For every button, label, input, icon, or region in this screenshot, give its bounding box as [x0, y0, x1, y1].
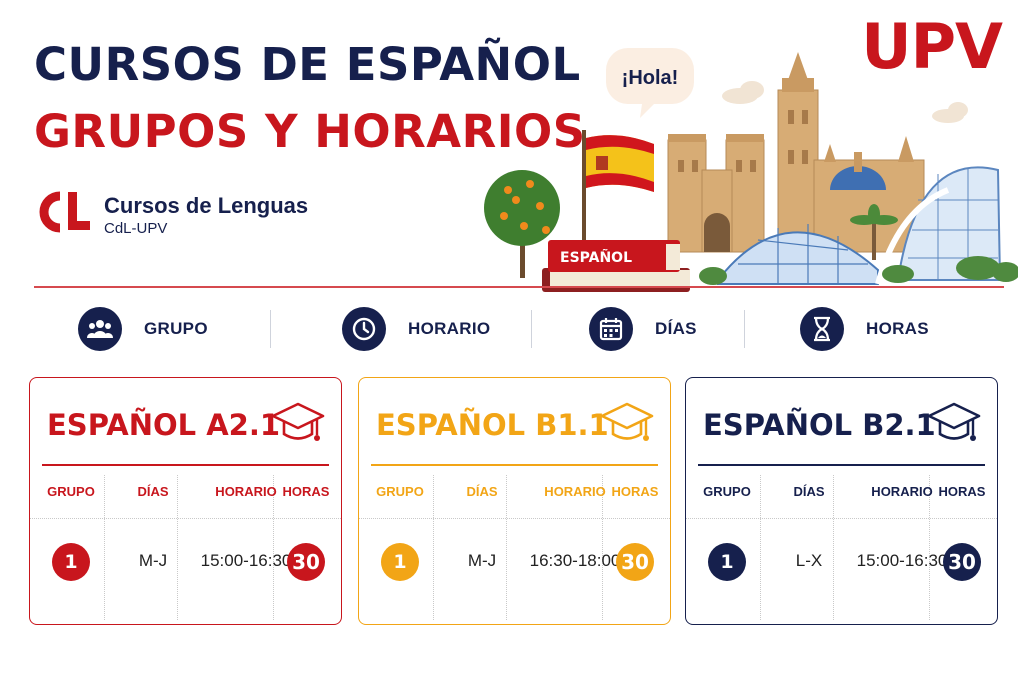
- column-header-grupo: GRUPO: [703, 484, 751, 499]
- column-separator: [273, 475, 274, 620]
- schedule-value: 15:00-16:30: [200, 551, 292, 570]
- column-header-dias: DÍAS: [466, 484, 498, 499]
- course-title: ESPAÑOL B1.1: [376, 408, 609, 442]
- column-header-horario: HORARIO: [544, 484, 606, 499]
- course-title: ESPAÑOL A2.1: [47, 408, 281, 442]
- legend-item-dias: DÍAS: [589, 305, 697, 353]
- legend-label: HORARIO: [408, 319, 491, 338]
- column-header-horas: HORAS: [282, 484, 330, 499]
- days-value: L-X: [795, 551, 823, 570]
- column-header-horas: HORAS: [938, 484, 986, 499]
- card-divider: [42, 464, 329, 466]
- course-card-b2: ESPAÑOL B2.1 GRUPO DÍAS HORARIO HORAS 1 L-X 15…: [685, 377, 998, 625]
- column-header-dias: DÍAS: [137, 484, 169, 499]
- graduation-cap-icon: [271, 402, 325, 441]
- legend-separator: [270, 310, 271, 348]
- column-separator: [602, 475, 603, 620]
- schedule-value: 16:30-18:00: [529, 551, 621, 570]
- legend-separator: [744, 310, 745, 348]
- schedule-value: 15:00-16:30: [856, 551, 948, 570]
- page-title: CURSOS DE ESPAÑOL: [34, 38, 581, 91]
- hours-badge: 30: [287, 543, 325, 581]
- row-separator: [686, 518, 997, 519]
- book-label: ESPAÑOL: [560, 249, 632, 266]
- hours-badge: 30: [616, 543, 654, 581]
- course-title: ESPAÑOL B2.1: [703, 408, 936, 442]
- valencia-illustration: ¡Hola!: [484, 48, 1018, 292]
- org-subtitle: CdL-UPV: [104, 220, 168, 237]
- days-value: M-J: [138, 551, 168, 570]
- graduation-cap-icon: [927, 402, 981, 441]
- course-card-a2: ESPAÑOL A2.1 GRUPO DÍAS HORARIO HORAS 1 M-J 15…: [29, 377, 342, 625]
- legend-item-grupo: GRUPO: [78, 305, 208, 353]
- card-divider: [698, 464, 985, 466]
- column-separator: [760, 475, 761, 620]
- column-header-grupo: GRUPO: [376, 484, 424, 499]
- row-separator: [359, 518, 670, 519]
- column-separator: [104, 475, 105, 620]
- upv-logo: UPV: [861, 10, 1003, 83]
- column-separator: [506, 475, 507, 620]
- graduation-cap-icon: [600, 402, 654, 441]
- legend-separator: [531, 310, 532, 348]
- cl-logo-icon: [39, 191, 90, 233]
- column-separator: [833, 475, 834, 620]
- legend-label: DÍAS: [655, 319, 697, 338]
- column-separator: [929, 475, 930, 620]
- calendar-icon: [589, 307, 633, 351]
- legend-item-horas: HORAS: [800, 305, 929, 353]
- page-subtitle: GRUPOS Y HORARIOS: [34, 105, 586, 158]
- org-name: Cursos de Lenguas: [104, 193, 309, 218]
- column-header-horas: HORAS: [611, 484, 659, 499]
- card-divider: [371, 464, 658, 466]
- group-number-badge: 1: [708, 543, 746, 581]
- column-separator: [177, 475, 178, 620]
- column-header-grupo: GRUPO: [47, 484, 95, 499]
- hourglass-icon: [800, 307, 844, 351]
- group-number-badge: 1: [52, 543, 90, 581]
- speech-text: ¡Hola!: [622, 67, 679, 89]
- hours-badge: 30: [943, 543, 981, 581]
- legend-item-horario: HORARIO: [342, 305, 490, 353]
- group-number-badge: 1: [381, 543, 419, 581]
- speech-bubble: ¡Hola!: [606, 48, 694, 118]
- days-value: M-J: [467, 551, 497, 570]
- column-header-horario: HORARIO: [215, 484, 277, 499]
- course-card-b1: ESPAÑOL B1.1 GRUPO DÍAS HORARIO HORAS 1 M-J 16…: [358, 377, 671, 625]
- clock-icon: [342, 307, 386, 351]
- row-separator: [30, 518, 341, 519]
- header-divider: [34, 286, 1004, 288]
- legend-label: HORAS: [866, 319, 929, 338]
- column-header-horario: HORARIO: [871, 484, 933, 499]
- column-separator: [433, 475, 434, 620]
- column-header-dias: DÍAS: [793, 484, 825, 499]
- legend-label: GRUPO: [144, 319, 208, 338]
- group-icon: [78, 307, 122, 351]
